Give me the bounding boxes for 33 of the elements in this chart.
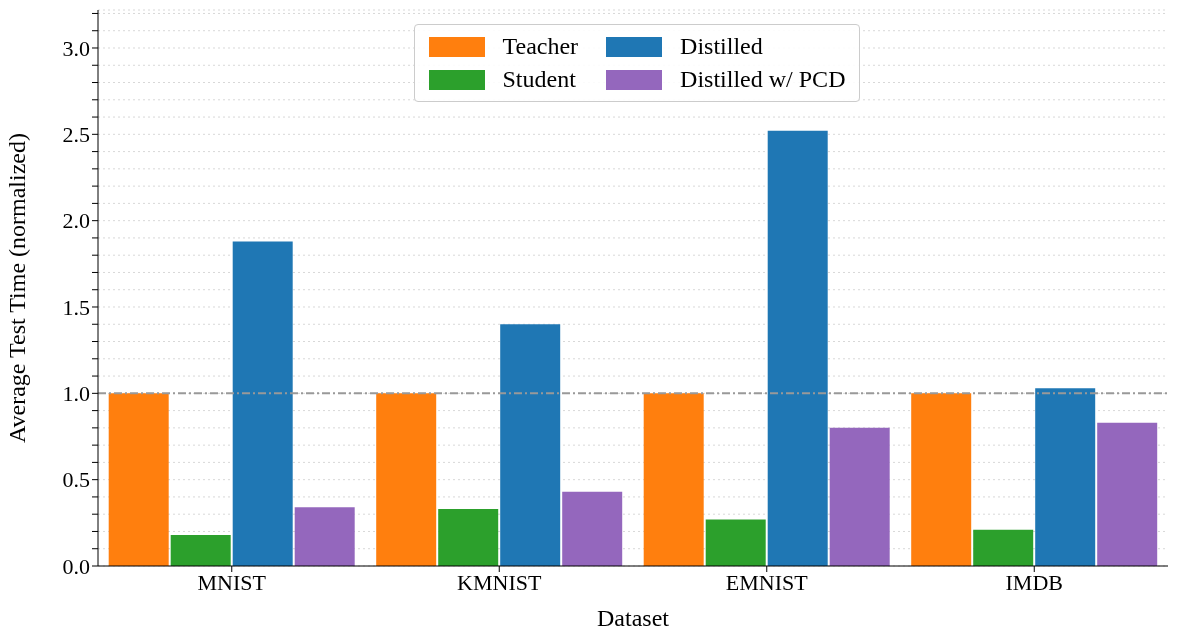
x-axis-title: Dataset — [597, 605, 670, 631]
y-tick-label: 2.5 — [62, 122, 90, 148]
bar — [1035, 388, 1096, 566]
y-tick-label: 1.5 — [62, 294, 90, 320]
bar — [767, 130, 828, 566]
legend-label: Distilled — [680, 33, 763, 60]
bar — [232, 241, 293, 566]
x-tick-label: MNIST — [197, 569, 267, 595]
x-tick-label: EMNIST — [725, 569, 809, 595]
legend-label: Student — [502, 66, 576, 93]
bar — [376, 393, 437, 566]
legend-label: Distilled w/ PCD — [680, 66, 846, 93]
bar — [170, 534, 231, 566]
y-tick-label: 0.0 — [62, 553, 90, 579]
bar — [438, 509, 499, 566]
y-axis-title: Average Test Time (normalized) — [3, 132, 30, 444]
x-tick-label: KMNIST — [457, 569, 542, 595]
legend-label: Teacher — [502, 33, 579, 60]
x-tick-label: IMDB — [1005, 569, 1063, 595]
bar — [705, 519, 766, 566]
y-tick-label: 3.0 — [62, 35, 90, 61]
bar — [562, 491, 623, 566]
y-tick-label: 0.5 — [62, 467, 90, 493]
bar — [1097, 422, 1158, 566]
bar — [500, 324, 561, 566]
bar — [829, 427, 890, 566]
bar — [911, 393, 972, 566]
y-tick-label: 2.0 — [62, 208, 90, 234]
bar — [108, 393, 169, 566]
bar — [294, 507, 355, 566]
bar — [643, 393, 704, 566]
y-tick-label: 1.0 — [62, 381, 90, 407]
bar — [973, 529, 1034, 566]
